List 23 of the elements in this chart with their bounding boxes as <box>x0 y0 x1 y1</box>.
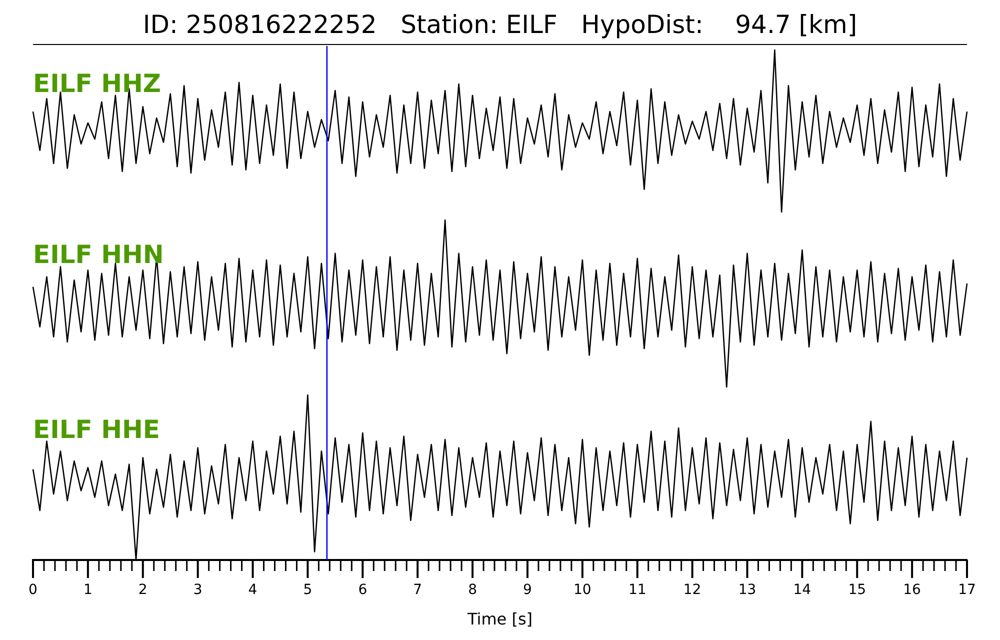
x-tick-label: 15 <box>848 582 866 598</box>
x-tick-label: 10 <box>574 582 592 598</box>
x-tick-label: 0 <box>28 582 38 598</box>
x-tick-label: 14 <box>793 582 812 598</box>
chart-title: ID: 250816222252 Station: EILF HypoDist: 94.7 [km] <box>33 0 967 45</box>
series-label: EILF HHE <box>33 414 160 444</box>
x-tick-label: 9 <box>523 582 532 598</box>
x-tick-label: 16 <box>903 582 922 598</box>
x-tick-label: 3 <box>193 582 202 598</box>
x-tick-label: 7 <box>413 582 422 598</box>
x-tick-label: 5 <box>303 582 312 598</box>
x-tick-label: 4 <box>248 582 258 598</box>
x-tick-label: 13 <box>738 582 756 598</box>
x-tick-label: 11 <box>628 582 646 598</box>
x-tick-label: 17 <box>958 582 976 598</box>
x-axis-title: Time [s] <box>466 610 533 629</box>
x-tick-label: 8 <box>468 582 477 598</box>
x-tick-label: 1 <box>83 582 92 598</box>
x-tick-label: 6 <box>358 582 368 598</box>
x-tick-label: 12 <box>683 582 702 598</box>
series-label: EILF HHN <box>33 240 164 270</box>
x-tick-label: 2 <box>138 582 148 598</box>
series-label: EILF HHZ <box>33 69 162 98</box>
